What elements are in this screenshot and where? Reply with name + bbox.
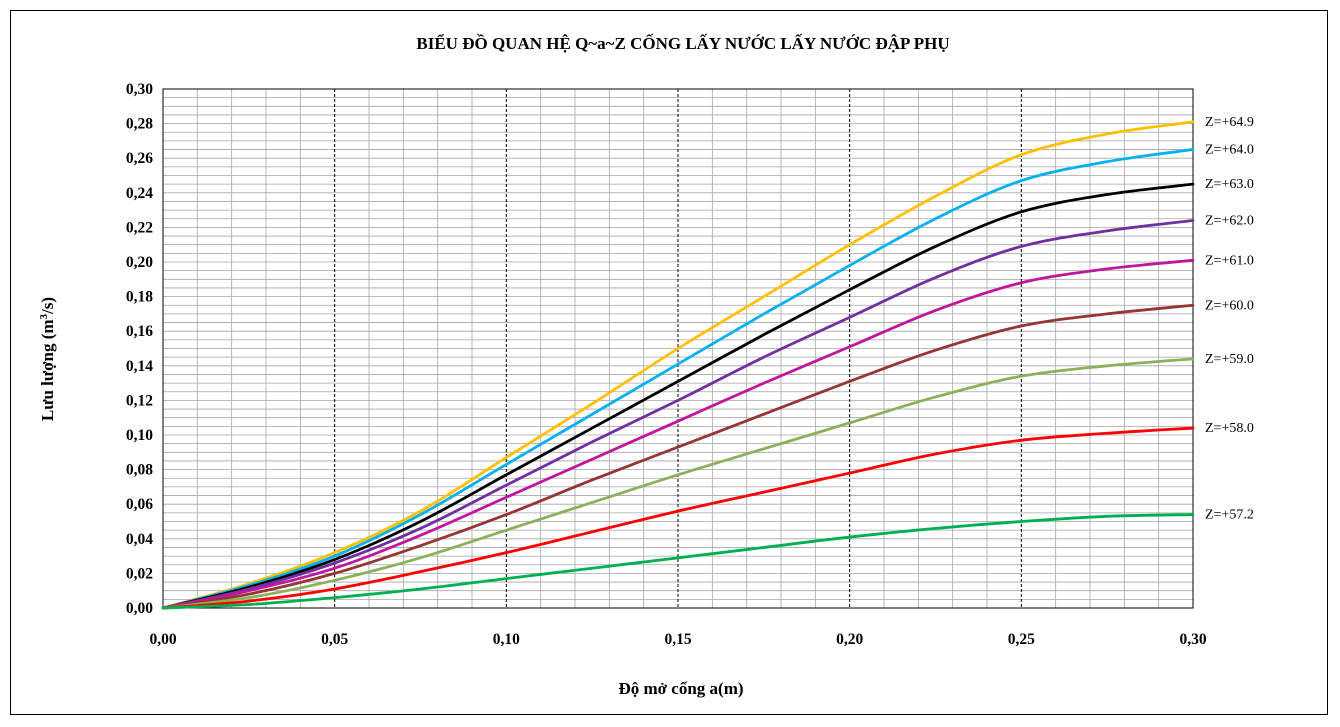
y-tick-label: 0,14 [126, 358, 153, 375]
y-tick-label: 0,26 [126, 150, 153, 167]
plot-area [162, 88, 1194, 609]
x-axis-ticks: 0,00 0,05 0,10 0,15 0,20 0,25 0,30 [149, 631, 1206, 648]
y-tick-label: 0,06 [126, 496, 153, 513]
x-tick-label: 0,10 [493, 631, 520, 648]
chart-title: BIỂU ĐỒ QUAN HỆ Q~a~Z CỐNG LẤY NƯỚC LẤY … [416, 33, 949, 53]
chart-svg: BIỂU ĐỒ QUAN HỆ Q~a~Z CỐNG LẤY NƯỚC LẤY … [38, 33, 1254, 698]
y-tick-label: 0,22 [126, 219, 153, 236]
series-line [161, 513, 1195, 610]
x-tick-label: 0,00 [149, 631, 176, 648]
series-line [161, 426, 1195, 610]
series-line [161, 182, 1195, 610]
series-label: Z=+58.0 [1205, 421, 1254, 436]
x-tick-label: 0,25 [1008, 631, 1035, 648]
y-tick-label: 0,04 [126, 531, 153, 548]
y-axis-label-superscript: 3 [38, 313, 50, 319]
series-line [161, 258, 1195, 610]
y-tick-label: 0,16 [126, 323, 153, 340]
y-axis-label: Lưu lượng (m3/s) [38, 297, 57, 421]
series-line [161, 148, 1195, 610]
y-tick-label: 0,18 [126, 289, 153, 306]
y-tick-label: 0,28 [126, 116, 153, 133]
series-label: Z=+62.0 [1205, 213, 1254, 228]
series-label: Z=+59.0 [1205, 352, 1254, 367]
x-tick-label: 0,20 [836, 631, 863, 648]
y-tick-label: 0,20 [126, 254, 153, 271]
series-label: Z=+60.0 [1205, 298, 1254, 313]
y-tick-label: 0,30 [126, 81, 153, 98]
series-label: Z=+61.0 [1205, 253, 1254, 268]
y-tick-label: 0,08 [126, 462, 153, 479]
series-label: Z=+64.0 [1205, 143, 1254, 158]
y-tick-label: 0,10 [126, 427, 153, 444]
series-line [161, 357, 1195, 610]
y-tick-label: 0,02 [126, 565, 153, 582]
y-axis-ticks: 0,00 0,02 0,04 0,06 0,08 0,10 0,12 0,14 0,16 0,18… [126, 81, 153, 617]
series-label: Z=+63.0 [1205, 177, 1254, 192]
y-tick-label: 0,24 [126, 185, 153, 202]
series-label: Z=+64.9 [1205, 115, 1254, 130]
series-lines [161, 120, 1195, 610]
y-tick-label: 0,12 [126, 392, 153, 409]
x-tick-label: 0,30 [1179, 631, 1206, 648]
y-tick-label: 0,00 [126, 600, 153, 617]
series-line [161, 303, 1195, 610]
series-label: Z=+57.2 [1205, 508, 1254, 523]
series-line [161, 120, 1195, 610]
series-line [161, 219, 1195, 610]
y-axis-label-main: Lưu lượng (m [38, 319, 57, 421]
series-labels: Z=+64.9 Z=+64.0 Z=+63.0 Z=+62.0 Z=+61.0 Z=+60… [1205, 115, 1254, 523]
x-tick-label: 0,05 [321, 631, 348, 648]
x-axis-label: Độ mở cống a(m) [618, 679, 743, 698]
y-axis-label-tail: /s) [38, 297, 57, 315]
chart-frame: BIỂU ĐỒ QUAN HỆ Q~a~Z CỐNG LẤY NƯỚC LẤY … [10, 10, 1328, 715]
x-tick-label: 0,15 [664, 631, 691, 648]
